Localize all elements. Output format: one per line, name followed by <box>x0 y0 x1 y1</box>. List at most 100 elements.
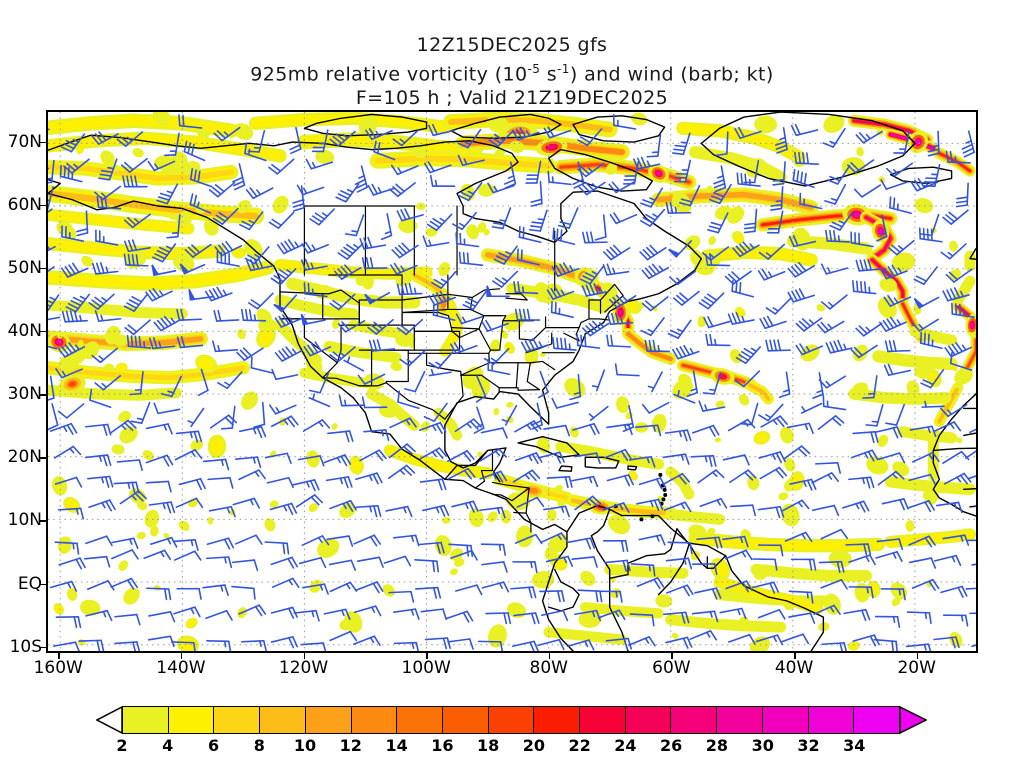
vorticity-patch <box>756 433 768 443</box>
wind-barb <box>690 454 717 468</box>
wind-barb <box>850 344 878 359</box>
wind-barb <box>216 250 240 267</box>
geo-boundary <box>706 555 727 570</box>
title-l2-sup2: -1 <box>557 62 570 76</box>
wind-barb <box>431 271 457 289</box>
vorticity-patch <box>264 518 276 532</box>
vorticity-patch <box>331 423 338 430</box>
vorticity-patch <box>533 282 550 303</box>
vorticity-patch <box>207 516 214 525</box>
wind-barb <box>511 640 539 651</box>
vorticity-patch <box>66 499 78 511</box>
island-marker <box>662 487 667 492</box>
wind-barb <box>795 317 823 332</box>
wind-barb <box>297 455 325 467</box>
wind-barb <box>945 268 973 283</box>
wind-barb <box>173 550 202 561</box>
wind-barb <box>449 341 478 355</box>
wind-barb <box>547 170 572 186</box>
wind-barb <box>760 415 788 428</box>
wind-barb <box>512 561 538 574</box>
wind-barb <box>691 563 718 576</box>
wind-barb <box>817 320 845 334</box>
geo-boundary <box>963 407 976 437</box>
vorticity-patch <box>105 325 121 345</box>
title-line-1: 12Z15DEC2025 gfs <box>416 34 608 56</box>
y-tick-mark <box>39 583 46 586</box>
wind-barb <box>530 180 543 207</box>
x-tick-mark <box>303 653 306 659</box>
wind-barb <box>148 610 176 623</box>
vorticity-filament <box>48 262 273 289</box>
vorticity-patch <box>922 490 932 501</box>
wind-barb <box>145 454 174 467</box>
wind-barb <box>698 400 726 412</box>
vorticity-patch <box>77 147 83 153</box>
wind-barb <box>91 131 119 145</box>
wind-barb <box>60 133 86 153</box>
vorticity-filament <box>274 294 359 320</box>
wind-barb <box>353 635 381 647</box>
wind-barb <box>788 612 816 624</box>
vorticity-filament <box>703 248 816 265</box>
vorticity-patch <box>949 269 962 280</box>
wind-barb <box>512 469 541 483</box>
vorticity-patch <box>210 438 224 455</box>
wind-barb <box>568 537 596 550</box>
wind-barb <box>874 615 901 628</box>
wind-barb <box>577 589 603 603</box>
wind-barb <box>238 604 267 617</box>
geo-boundary <box>627 465 638 471</box>
wind-barb <box>967 475 976 480</box>
vorticity-patch <box>684 235 701 251</box>
wind-barb <box>602 502 630 514</box>
vorticity-patch <box>655 594 673 608</box>
wind-barb <box>344 214 365 237</box>
wind-barb <box>513 612 540 625</box>
geo-boundary <box>401 311 453 332</box>
wind-barb <box>116 131 144 147</box>
wind-barb <box>940 585 968 598</box>
colorbar-over-arrow <box>899 706 927 734</box>
wind-barb <box>875 551 903 563</box>
vorticity-filament <box>48 365 246 381</box>
wind-barb <box>422 504 450 517</box>
vorticity-patch <box>970 322 974 328</box>
wind-barb <box>781 499 810 512</box>
geo-boundary <box>563 332 580 342</box>
colorbar-tick-14: 14 <box>385 736 408 755</box>
y-tick-mark <box>39 330 46 333</box>
wind-barb <box>641 401 670 414</box>
wind-barb <box>877 470 905 486</box>
wind-barb <box>172 539 199 551</box>
wind-barb <box>790 123 819 137</box>
wind-barb <box>942 287 970 302</box>
vorticity-patch <box>104 363 115 372</box>
wind-barb <box>329 499 357 512</box>
map-plot-area[interactable] <box>46 110 978 653</box>
wind-barb <box>335 183 360 203</box>
vorticity-patch <box>339 502 356 519</box>
wind-barb <box>622 405 635 433</box>
vorticity-patch <box>891 252 916 272</box>
wind-barb <box>445 610 474 623</box>
wind-barb <box>153 315 181 332</box>
vorticity-patch <box>678 373 693 388</box>
wind-barb <box>543 126 572 139</box>
wind-barb <box>353 605 382 617</box>
wind-barb <box>388 464 416 479</box>
island-marker <box>658 472 663 477</box>
geo-boundary <box>474 449 494 489</box>
geo-boundary <box>444 368 462 373</box>
wind-barb <box>48 245 56 252</box>
wind-barb <box>234 534 263 545</box>
colorbar[interactable]: 2 4 6 8 10 12 14 16 18 20 22 24 26 28 30 32 34 <box>96 706 927 755</box>
wind-barb <box>848 586 874 599</box>
wind-barb <box>393 608 420 620</box>
wind-barb <box>148 337 176 350</box>
vorticity-patch <box>241 391 258 410</box>
geo-boundary <box>371 324 415 351</box>
wind-barb <box>572 422 600 436</box>
y-tick-mark <box>39 457 46 459</box>
wind-barb <box>540 532 569 544</box>
